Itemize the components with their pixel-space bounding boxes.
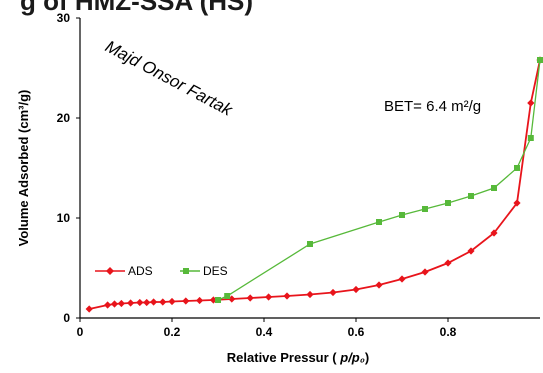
des-point (445, 200, 451, 206)
des-series-line (217, 59, 541, 301)
des-point (224, 293, 231, 299)
ads-point (283, 292, 291, 300)
ads-point (136, 298, 144, 307)
x-axis-title: Relative Pressur ( p/p₀) (227, 350, 369, 365)
y-axis-title: Volume Adsorbed (cm³/g) (16, 90, 31, 247)
ads-point (104, 301, 112, 309)
ads-point (513, 199, 521, 207)
y-tick-label: 0 (63, 311, 70, 325)
ads-point (85, 305, 93, 313)
header-fragment: g of HMZ-SSA (HS) (20, 0, 253, 16)
des-point (537, 57, 543, 63)
des-point (422, 206, 428, 212)
ads-point (467, 247, 475, 255)
ads-point (246, 294, 254, 302)
legend-ads-label: ADS (128, 264, 153, 278)
x-tick-label: 0.4 (256, 325, 273, 339)
ads-point (375, 281, 383, 289)
ads-point (127, 299, 135, 307)
ads-point (352, 285, 360, 294)
ads-point (398, 275, 406, 283)
ads-point (490, 229, 498, 237)
ads-point (143, 298, 151, 307)
x-tick-label: 0.8 (440, 325, 457, 339)
x-tick-label: 0.6 (348, 325, 365, 339)
legend: ADS DES (95, 264, 228, 278)
ads-point (168, 297, 176, 306)
y-ticks: 0 10 20 30 (57, 11, 80, 325)
ads-point (150, 298, 158, 306)
ads-point (196, 296, 204, 305)
legend-ads-marker (106, 267, 114, 275)
bet-annotation: BET= 6.4 m²/g (384, 98, 481, 115)
x-tick-label: 0.2 (164, 325, 181, 339)
ads-point (444, 259, 452, 267)
y-tick-label: 30 (57, 11, 71, 25)
x-axis-title-text: Relative Pressur ( (227, 350, 338, 365)
des-point (491, 185, 497, 191)
des-point (215, 297, 221, 303)
des-point (307, 241, 313, 247)
ads-point (306, 290, 314, 299)
legend-des-marker (183, 268, 189, 274)
des-point (376, 219, 382, 225)
des-point (468, 193, 474, 199)
x-axis-title-end: ) (365, 350, 369, 365)
ads-point (117, 299, 125, 308)
ads-point (265, 293, 273, 301)
series-layer (85, 56, 543, 313)
ads-point (159, 298, 167, 306)
ads-point (527, 99, 535, 107)
ads-point (329, 288, 337, 297)
des-point (527, 135, 534, 141)
ads-point (421, 268, 429, 276)
x-tick-label: 0 (77, 325, 84, 339)
ads-point (182, 297, 190, 305)
watermark-text: Majd Onsor Fartak (102, 37, 237, 121)
x-axis-title-italic: p/p₀ (339, 350, 365, 365)
y-tick-label: 20 (57, 111, 71, 125)
des-point (399, 212, 405, 218)
legend-des-label: DES (203, 264, 228, 278)
ads-point (110, 300, 119, 308)
des-point (514, 165, 520, 171)
y-tick-label: 10 (57, 211, 71, 225)
x-ticks: 0 0.2 0.4 0.6 0.8 (77, 318, 457, 339)
